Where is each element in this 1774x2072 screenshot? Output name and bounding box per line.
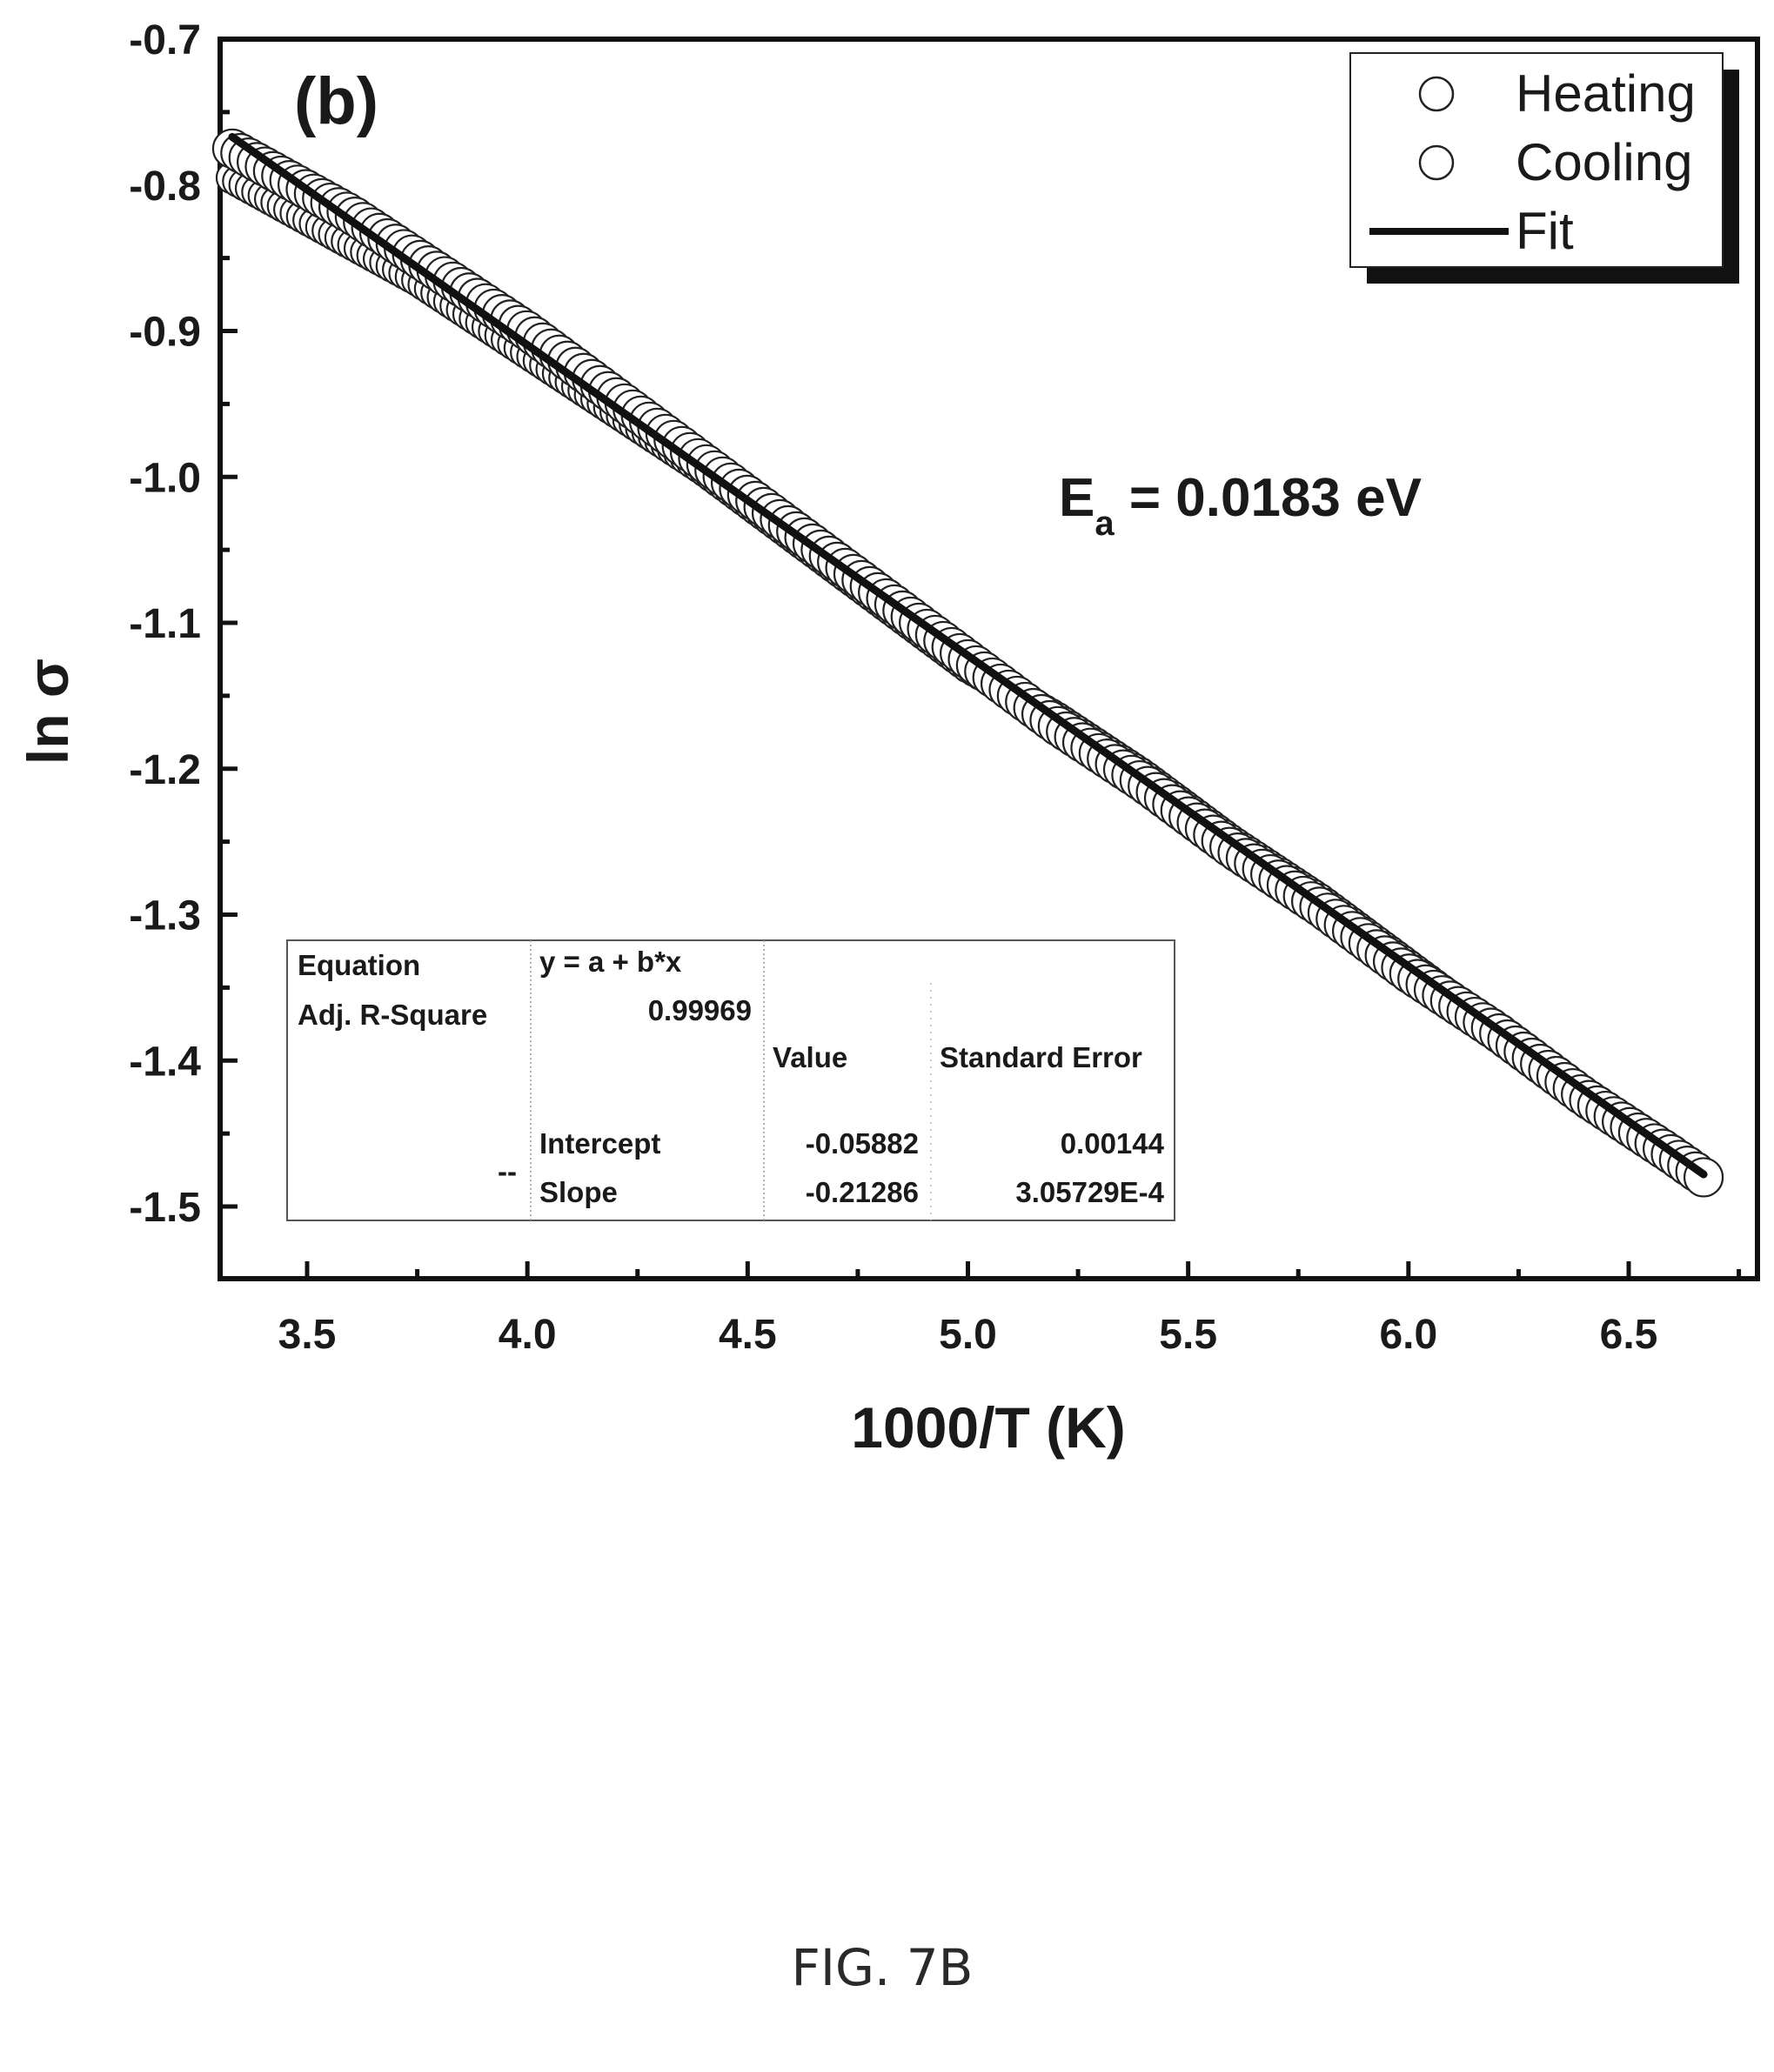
fit-row-intercept-value: -0.05882 [806, 1127, 919, 1160]
fit-row-intercept-name: Intercept [539, 1127, 660, 1160]
legend-heating-label: Heating [1516, 64, 1696, 123]
activation-energy-annotation: Ea = 0.0183 eV [1059, 468, 1422, 543]
annotation-subscript: a [1095, 505, 1115, 543]
legend: Heating Cooling Fit [1349, 52, 1739, 284]
y-tick-label: -1.3 [129, 893, 201, 939]
legend-heating-marker [1418, 76, 1455, 112]
x-tick-label: 3.5 [278, 1312, 337, 1358]
x-axis-ticks: 3.5 4.0 4.5 5.0 5.5 6.0 6.5 [278, 1261, 1742, 1358]
fit-equation-label: Equation [298, 949, 420, 981]
y-tick-label: -0.9 [129, 310, 201, 356]
fit-line [228, 132, 1708, 1179]
x-tick-label: 6.0 [1379, 1312, 1437, 1358]
y-tick-label: -0.8 [129, 164, 201, 210]
svg-text:Ea = 0.0183 eV: Ea = 0.0183 eV [1059, 468, 1422, 543]
annotation-value: = 0.0183 eV [1115, 468, 1422, 528]
legend-cooling-marker [1418, 144, 1455, 181]
y-tick-label: -1.1 [129, 601, 201, 647]
x-axis-title: 1000/T (K) [851, 1395, 1125, 1460]
y-tick-label: -1.0 [129, 455, 201, 501]
plot-frame [218, 37, 1760, 1281]
fit-stderr-header: Standard Error [940, 1041, 1142, 1073]
legend-cooling-label: Cooling [1516, 133, 1692, 191]
fit-table: Equation y = a + b*x Adj. R-Square 0.999… [286, 939, 1175, 1221]
y-axis-title: ln σ [16, 658, 80, 765]
y-tick-label: -1.2 [129, 747, 201, 793]
figure-caption: FIG. 7B [792, 1938, 974, 1997]
panel-label: (b) [294, 64, 378, 138]
fit-row-slope-stderr: 3.05729E-4 [1015, 1176, 1164, 1208]
fit-r2-label: Adj. R-Square [298, 999, 487, 1031]
fit-row-slope-value: -0.21286 [806, 1176, 919, 1208]
x-tick-label: 6.5 [1600, 1312, 1658, 1358]
fit-value-header: Value [773, 1041, 847, 1073]
plot-data [211, 128, 1724, 1198]
x-tick-label: 5.0 [939, 1312, 997, 1358]
annotation-symbol: E [1059, 468, 1095, 528]
fit-table-box [286, 939, 1175, 1221]
fit-row-prefix: -- [498, 1155, 517, 1187]
y-tick-label: -0.7 [129, 17, 201, 63]
y-tick-label: -1.4 [129, 1039, 201, 1085]
x-tick-label: 4.5 [719, 1312, 777, 1358]
fit-equation: y = a + b*x [539, 946, 682, 978]
y-tick-label: -1.5 [129, 1185, 201, 1231]
x-tick-label: 5.5 [1159, 1312, 1217, 1358]
x-tick-label: 4.0 [499, 1312, 557, 1358]
y-axis-ticks: -0.7 -0.8 -0.9 -1.0 -1.1 -1.2 -1.3 -1.4 -1.5 [129, 17, 238, 1231]
legend-fit-label: Fit [1516, 202, 1574, 260]
fit-row-intercept-stderr: 0.00144 [1061, 1127, 1165, 1160]
fit-row-slope-name: Slope [539, 1176, 618, 1208]
fit-r2-value: 0.99969 [648, 994, 752, 1026]
